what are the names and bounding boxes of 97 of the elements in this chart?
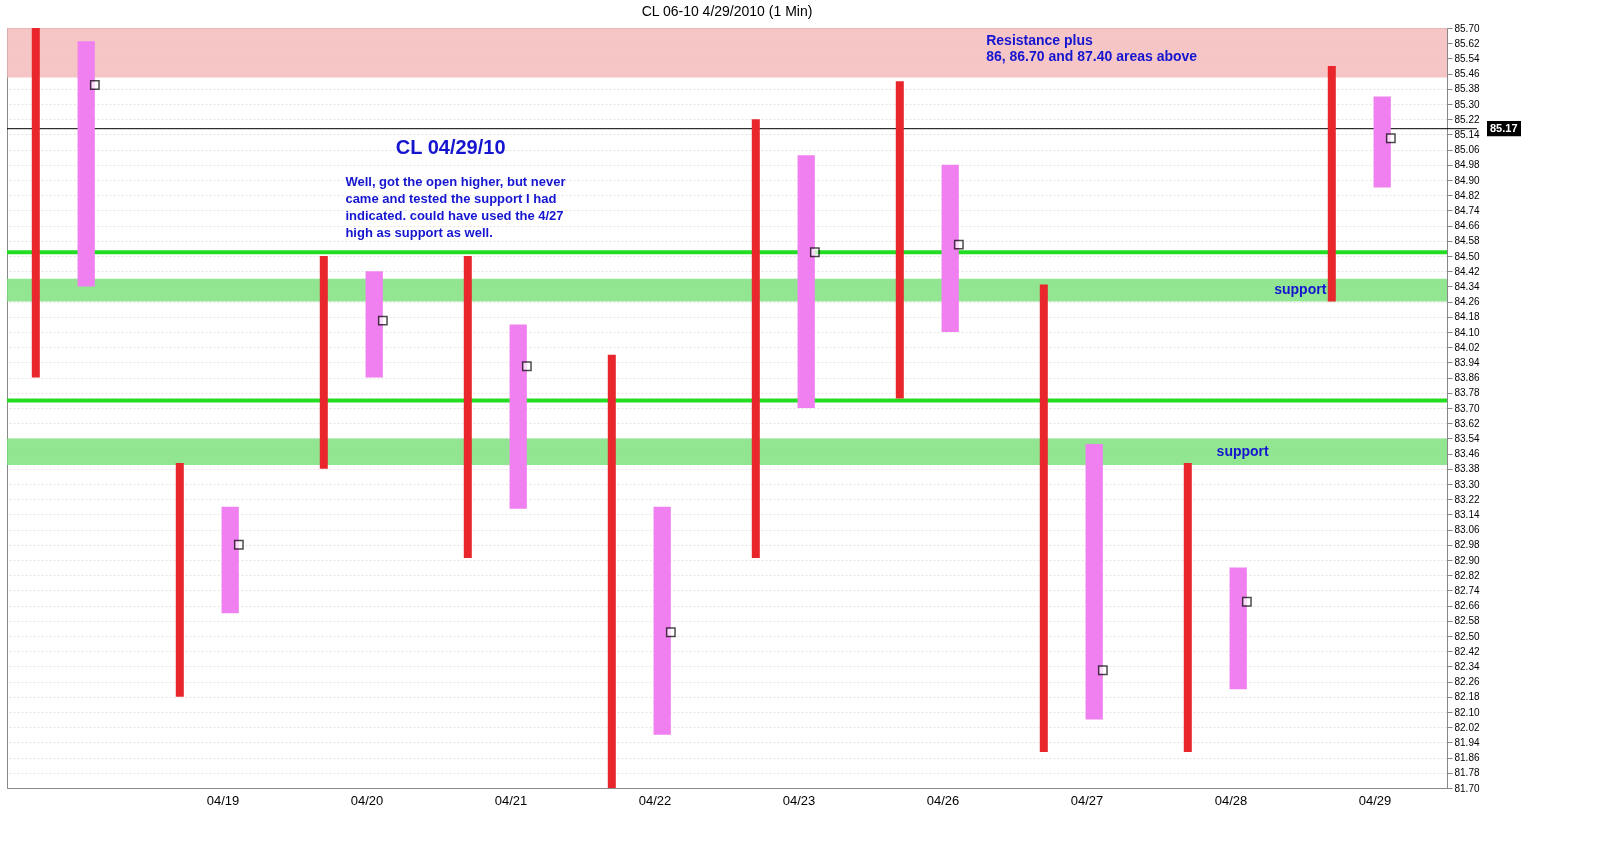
bar	[463, 256, 472, 559]
bar	[175, 463, 184, 697]
y-tick-label: 84.42	[1454, 265, 1480, 277]
y-tick-label: 83.38	[1454, 463, 1480, 475]
band-label: support	[1274, 281, 1327, 298]
x-tick-label: 04/29	[1358, 792, 1392, 808]
y-tick-label: 85.46	[1454, 68, 1480, 80]
band-label: Resistance plus 86, 86.70 and 87.40 areas above	[986, 32, 1198, 64]
point	[1385, 133, 1396, 144]
y-tick-label: 82.34	[1454, 660, 1480, 672]
bar	[1373, 96, 1391, 188]
y-tick-label: 84.74	[1454, 204, 1480, 216]
y-tick-label: 83.30	[1454, 478, 1480, 490]
y-tick-label: 85.22	[1454, 113, 1480, 125]
y-tick-label: 85.14	[1454, 128, 1480, 140]
bar	[1085, 444, 1103, 720]
x-tick-label: 04/27	[1070, 792, 1104, 808]
bar	[1039, 284, 1048, 752]
y-tick-label: 84.98	[1454, 159, 1480, 171]
y-tick-label: 81.94	[1454, 736, 1480, 748]
y-tick-label: 83.46	[1454, 448, 1480, 460]
annotation: CL 04/29/10	[395, 136, 506, 158]
y-tick-label: 82.74	[1454, 584, 1480, 596]
y-tick-label: 82.66	[1454, 600, 1480, 612]
point	[809, 247, 820, 258]
y-tick-label: 82.02	[1454, 721, 1480, 733]
annotation: Well, got the open higher, but never came and tested the support I had indicated. could have used the 4/27 high as support as well.	[345, 174, 566, 240]
bar	[1229, 567, 1247, 690]
y-tick-label: 85.30	[1454, 98, 1480, 110]
y-tick-label: 84.50	[1454, 250, 1480, 262]
y-tick-label: 83.54	[1454, 432, 1480, 444]
y-tick-label: 84.02	[1454, 341, 1480, 353]
point	[89, 80, 100, 90]
point	[233, 539, 244, 550]
y-tick-label: 85.54	[1454, 52, 1480, 64]
ref-line-label: 85.17	[1490, 121, 1518, 134]
y-tick-label: 81.70	[1454, 782, 1480, 794]
y-tick-label: 84.10	[1454, 326, 1480, 338]
bar	[31, 28, 40, 378]
point	[665, 627, 676, 638]
bar	[941, 164, 959, 332]
y-tick-label: 83.62	[1454, 417, 1480, 429]
y-tick-label: 83.94	[1454, 356, 1480, 368]
y-tick-label: 83.86	[1454, 372, 1480, 384]
y-tick-label: 85.62	[1454, 37, 1480, 49]
x-tick-label: 04/20	[350, 792, 384, 808]
x-tick-label: 04/26	[926, 792, 960, 808]
y-tick-label: 84.34	[1454, 280, 1480, 292]
y-tick-label: 81.78	[1454, 767, 1480, 779]
bar	[509, 324, 527, 509]
y-tick-label: 83.14	[1454, 508, 1480, 520]
bar	[221, 506, 239, 614]
x-tick-label: 04/23	[782, 792, 816, 808]
y-tick-label: 84.58	[1454, 235, 1480, 247]
bar	[319, 256, 328, 469]
y-tick-label: 81.86	[1454, 752, 1480, 764]
bar	[895, 81, 904, 399]
y-tick-label: 84.90	[1454, 174, 1480, 186]
y-tick-label: 85.70	[1454, 22, 1480, 34]
x-tick-label: 04/19	[206, 792, 240, 808]
bar	[797, 155, 815, 408]
y-tick-label: 82.82	[1454, 569, 1480, 581]
y-tick-label: 83.22	[1454, 493, 1480, 505]
y-tick-label: 85.06	[1454, 144, 1480, 156]
y-tick-label: 82.90	[1454, 554, 1480, 566]
x-tick-label: 04/22	[638, 792, 672, 808]
y-tick-label: 83.78	[1454, 387, 1480, 399]
y-tick-label: 84.18	[1454, 311, 1480, 323]
bar	[365, 271, 383, 378]
point	[953, 239, 964, 250]
y-tick-label: 82.50	[1454, 630, 1480, 642]
y-tick-label: 82.10	[1454, 706, 1480, 718]
y-tick-label: 82.42	[1454, 645, 1480, 657]
band-label: support	[1216, 442, 1270, 459]
x-tick-label: 04/21	[494, 792, 528, 808]
y-tick-label: 84.66	[1454, 220, 1480, 232]
bar	[751, 119, 760, 559]
x-tick-label: 04/28	[1214, 792, 1248, 808]
y-tick-label: 83.06	[1454, 524, 1480, 536]
y-tick-label: 84.82	[1454, 189, 1480, 201]
bar	[1183, 463, 1192, 752]
y-tick-label: 82.26	[1454, 676, 1480, 688]
point	[1097, 665, 1108, 676]
y-tick-label: 82.98	[1454, 539, 1480, 551]
bar	[1327, 66, 1336, 302]
y-tick-label: 83.70	[1454, 402, 1480, 414]
y-tick-label: 85.38	[1454, 83, 1480, 95]
point	[377, 315, 388, 326]
y-tick-label: 82.58	[1454, 615, 1480, 627]
point	[1241, 596, 1252, 607]
chart-title: CL 06-10 4/29/2010 (1 Min)	[641, 3, 813, 19]
bar	[653, 506, 671, 735]
y-tick-label: 84.26	[1454, 296, 1480, 308]
bar	[77, 41, 95, 287]
bar	[607, 354, 616, 788]
point	[521, 361, 532, 372]
y-tick-label: 82.18	[1454, 691, 1480, 703]
